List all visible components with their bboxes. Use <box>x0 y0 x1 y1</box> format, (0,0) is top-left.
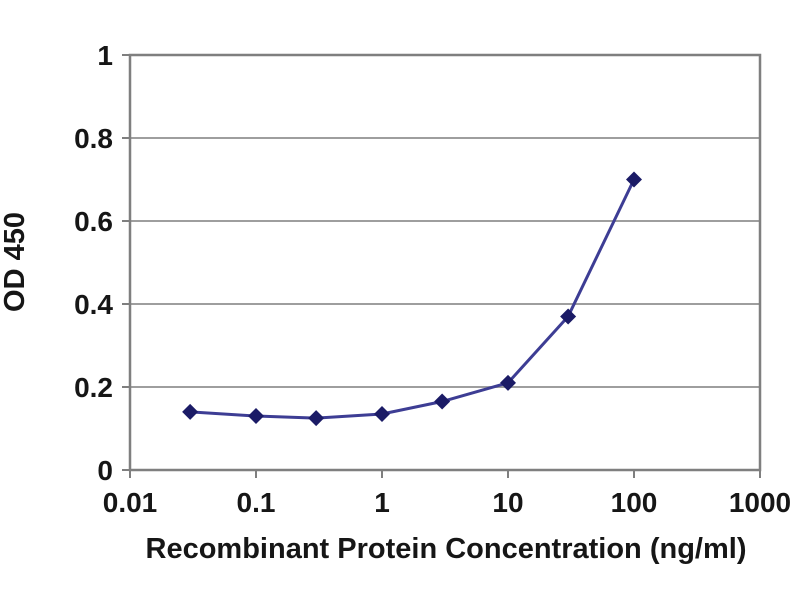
data-point-marker <box>434 393 451 410</box>
y-tick-label: 0.8 <box>74 123 113 154</box>
series-line <box>188 178 636 420</box>
plot-area: 0 0.2 0.4 0.6 0.8 1 0.01 0.1 1 10 100 1000 <box>74 40 791 518</box>
x-tick-label: 1 <box>374 487 390 518</box>
y-tick-label: 0.6 <box>74 206 113 237</box>
x-axis-title: Recombinant Protein Concentration (ng/ml… <box>146 533 747 565</box>
y-axis-title: OD 450 <box>0 212 31 312</box>
y-tick-label: 0.4 <box>74 289 113 320</box>
data-point-marker <box>560 308 577 325</box>
data-point-marker <box>626 171 642 188</box>
x-tick-label: 1000 <box>729 487 791 518</box>
data-point-marker <box>248 408 264 425</box>
x-tick-label: 10 <box>492 487 523 518</box>
y-tick-label: 1 <box>97 40 113 71</box>
y-tick-label: 0.2 <box>74 372 113 403</box>
data-point-marker <box>500 374 516 391</box>
data-point-marker <box>308 410 325 427</box>
plot-frame <box>128 53 762 472</box>
data-point-marker <box>374 405 390 422</box>
data-point-marker <box>182 403 199 420</box>
x-tick-label: 100 <box>611 487 658 518</box>
y-tick-label: 0 <box>97 455 113 486</box>
x-tick-label: 0.01 <box>103 487 158 518</box>
x-tick-label: 0.1 <box>237 487 276 518</box>
